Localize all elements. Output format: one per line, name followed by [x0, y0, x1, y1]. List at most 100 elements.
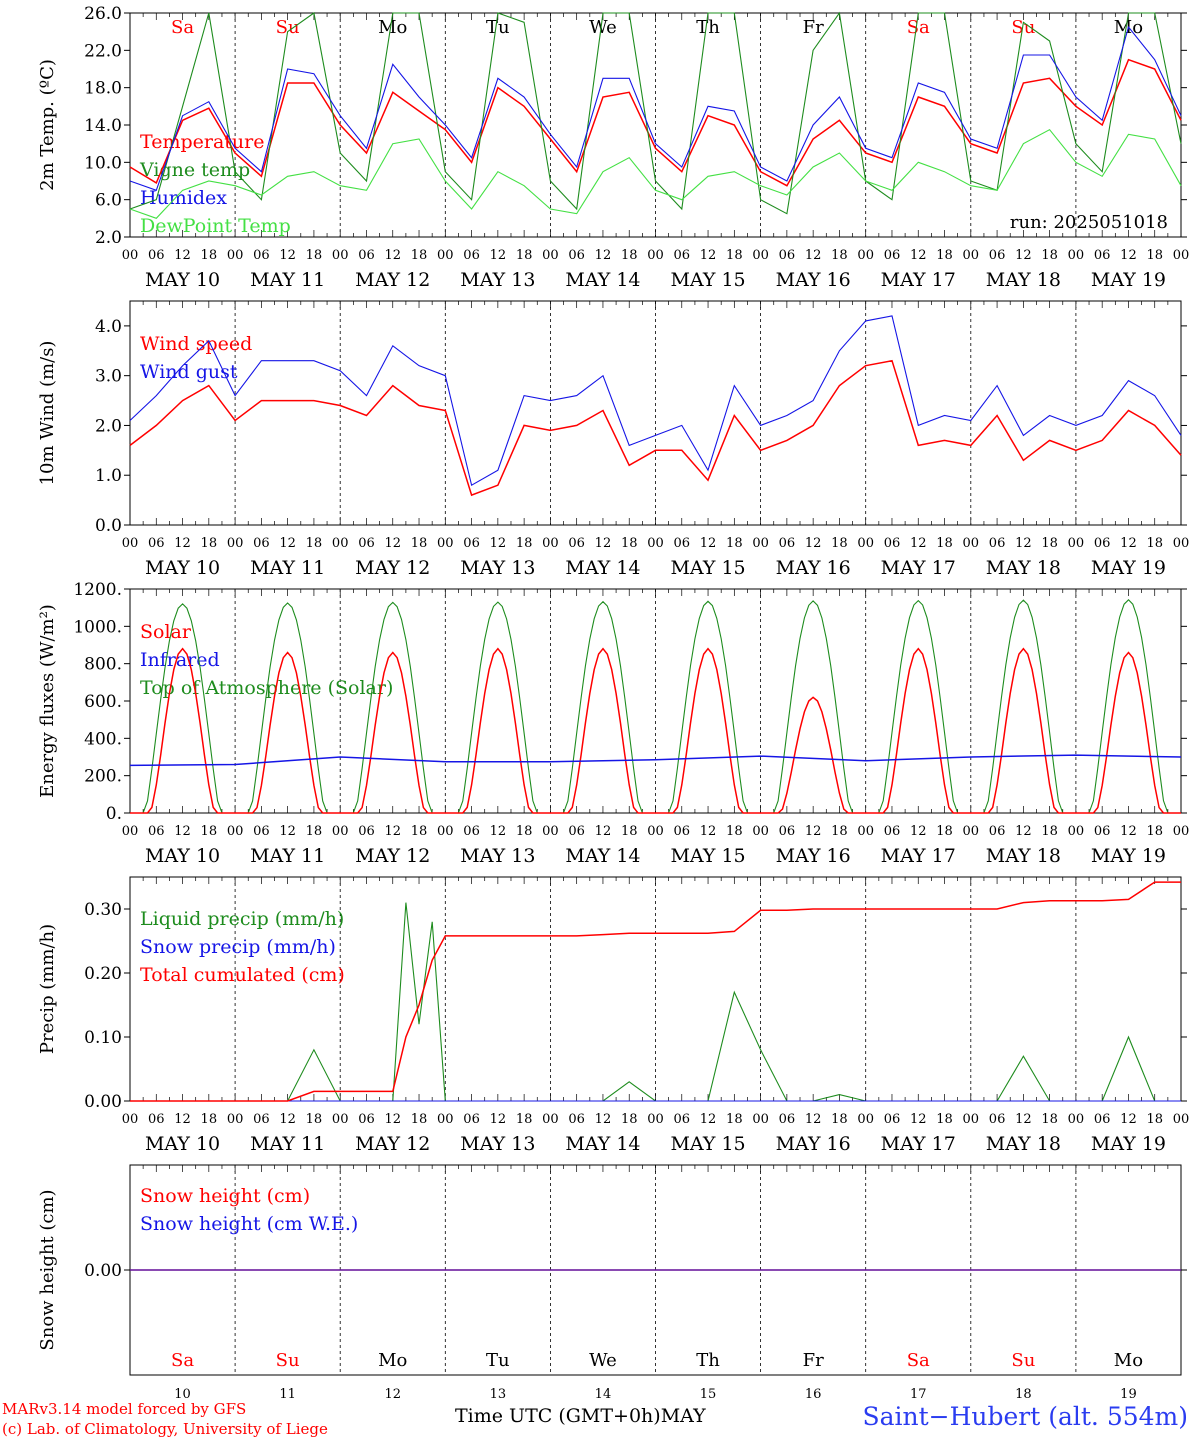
- x-hour-tick-label: 12: [1120, 824, 1137, 839]
- x-hour-tick-label: 00: [647, 1112, 664, 1127]
- x-hour-tick-label: 06: [1094, 536, 1111, 551]
- y-axis-label: Snow height (cm): [37, 1189, 58, 1350]
- x-hour-tick-label: 18: [516, 1112, 533, 1127]
- x-hour-tick-label: 18: [1041, 536, 1058, 551]
- x-date-label: MAY 19: [1091, 845, 1166, 867]
- day-number-label: 15: [700, 1387, 717, 1402]
- x-hour-tick-label: 18: [726, 824, 743, 839]
- x-hour-tick-label: 00: [1068, 248, 1085, 263]
- x-hour-tick-label: 18: [411, 536, 428, 551]
- x-hour-tick-label: 12: [384, 536, 401, 551]
- x-date-label: MAY 15: [670, 557, 745, 579]
- y-axis-label: 2m Temp. (ºC): [37, 59, 58, 191]
- y-tick-label: 26.0: [84, 4, 122, 24]
- series-line-temperature: [129, 58, 1182, 187]
- x-hour-tick-label: 12: [174, 1112, 191, 1127]
- x-hour-tick-label: 00: [647, 248, 664, 263]
- x-date-label: MAY 10: [145, 1133, 220, 1155]
- series-line-solar: [130, 647, 1181, 814]
- legend-entry: Liquid precip (mm/h): [140, 908, 344, 930]
- x-date-label: MAY 14: [565, 845, 640, 867]
- x-hour-tick-label: 12: [1015, 824, 1032, 839]
- x-hour-tick-label: 06: [1094, 248, 1111, 263]
- x-hour-tick-label: 00: [542, 824, 559, 839]
- weekday-label: Fr: [803, 17, 824, 38]
- x-date-label: MAY 11: [250, 845, 325, 867]
- x-hour-tick-label: 06: [253, 248, 270, 263]
- x-hour-tick-label: 18: [621, 536, 638, 551]
- x-hour-tick-label: 06: [1094, 1112, 1111, 1127]
- x-hour-tick-label: 06: [253, 824, 270, 839]
- x-hour-tick-label: 18: [306, 1112, 323, 1127]
- legend-entry: Wind speed: [140, 333, 252, 355]
- x-hour-tick-label: 00: [332, 248, 349, 263]
- x-hour-tick-label: 06: [779, 536, 796, 551]
- day-number-label: 11: [279, 1387, 296, 1402]
- y-tick-label: 0.00: [84, 1092, 122, 1112]
- weekday-label: We: [589, 17, 617, 38]
- y-tick-label: 0.10: [84, 1028, 122, 1048]
- x-date-label: MAY 12: [355, 1133, 430, 1155]
- x-hour-tick-label: 06: [568, 824, 585, 839]
- y-tick-label: 4.0: [95, 317, 122, 337]
- x-hour-tick-label: 06: [674, 1112, 691, 1127]
- x-hour-tick-label: 12: [490, 536, 507, 551]
- x-hour-tick-label: 00: [1068, 536, 1085, 551]
- x-hour-tick-label: 18: [726, 536, 743, 551]
- weekday-label-bottom: Sa: [171, 1350, 194, 1371]
- legend-entry: Total cumulated (cm): [140, 964, 345, 986]
- x-date-label: MAY 15: [670, 1133, 745, 1155]
- weekday-label: Sa: [907, 17, 930, 38]
- x-date-label: MAY 14: [565, 557, 640, 579]
- x-hour-tick-label: 18: [201, 1112, 218, 1127]
- x-hour-tick-label: 00: [647, 824, 664, 839]
- weekday-label-bottom: Mo: [1114, 1350, 1143, 1371]
- x-hour-tick-label: 12: [1120, 248, 1137, 263]
- x-hour-tick-label: 12: [595, 1112, 612, 1127]
- weekday-label-bottom: Sa: [907, 1350, 930, 1371]
- x-hour-tick-label: 00: [227, 824, 244, 839]
- x-hour-tick-label: 18: [936, 536, 953, 551]
- series-line-total-cumulated-cm-: [130, 881, 1181, 1102]
- x-hour-tick-label: 12: [1015, 1112, 1032, 1127]
- day-number-label: 18: [1015, 1387, 1032, 1402]
- x-hour-tick-label: 00: [1068, 1112, 1085, 1127]
- series-line-infrared: [129, 754, 1182, 767]
- x-date-label: MAY 17: [881, 557, 956, 579]
- x-hour-tick-label: 12: [910, 1112, 927, 1127]
- x-date-label: MAY 18: [986, 269, 1061, 291]
- x-hour-tick-label: 00: [122, 536, 139, 551]
- y-tick-label: 1000.: [73, 617, 122, 637]
- x-date-label: MAY 13: [460, 557, 535, 579]
- x-hour-tick-label: 12: [805, 824, 822, 839]
- x-hour-tick-label: 06: [779, 1112, 796, 1127]
- x-hour-tick-label: 06: [779, 248, 796, 263]
- x-hour-tick-label: 12: [700, 248, 717, 263]
- x-hour-tick-label: 12: [700, 1112, 717, 1127]
- x-hour-tick-label: 12: [279, 536, 296, 551]
- x-hour-tick-label: 00: [122, 248, 139, 263]
- legend-entry: Humidex: [140, 187, 227, 209]
- credit-line-lab: (c) Lab. of Climatology, University of L…: [2, 1420, 328, 1438]
- y-tick-label: 0.00: [84, 1261, 122, 1281]
- x-hour-tick-label: 00: [227, 248, 244, 263]
- x-hour-tick-label: 06: [989, 824, 1006, 839]
- x-hour-tick-label: 00: [1173, 1112, 1190, 1127]
- weekday-label: Sa: [171, 17, 194, 38]
- x-hour-tick-label: 18: [411, 824, 428, 839]
- day-number-label: 10: [174, 1387, 191, 1402]
- y-tick-label: 1.0: [95, 466, 122, 486]
- x-hour-tick-label: 06: [674, 248, 691, 263]
- x-date-label: MAY 10: [145, 845, 220, 867]
- weekday-label: Tu: [486, 17, 510, 38]
- x-hour-tick-label: 18: [621, 248, 638, 263]
- x-hour-tick-label: 12: [595, 248, 612, 263]
- y-tick-label: 0.: [106, 804, 122, 824]
- x-hour-tick-label: 00: [542, 248, 559, 263]
- weekday-label-bottom: Fr: [803, 1350, 824, 1371]
- x-hour-tick-label: 18: [201, 536, 218, 551]
- x-hour-tick-label: 06: [148, 248, 165, 263]
- x-hour-tick-label: 12: [490, 248, 507, 263]
- legend-entry: Snow precip (mm/h): [140, 936, 336, 958]
- y-tick-label: 200.: [84, 767, 122, 787]
